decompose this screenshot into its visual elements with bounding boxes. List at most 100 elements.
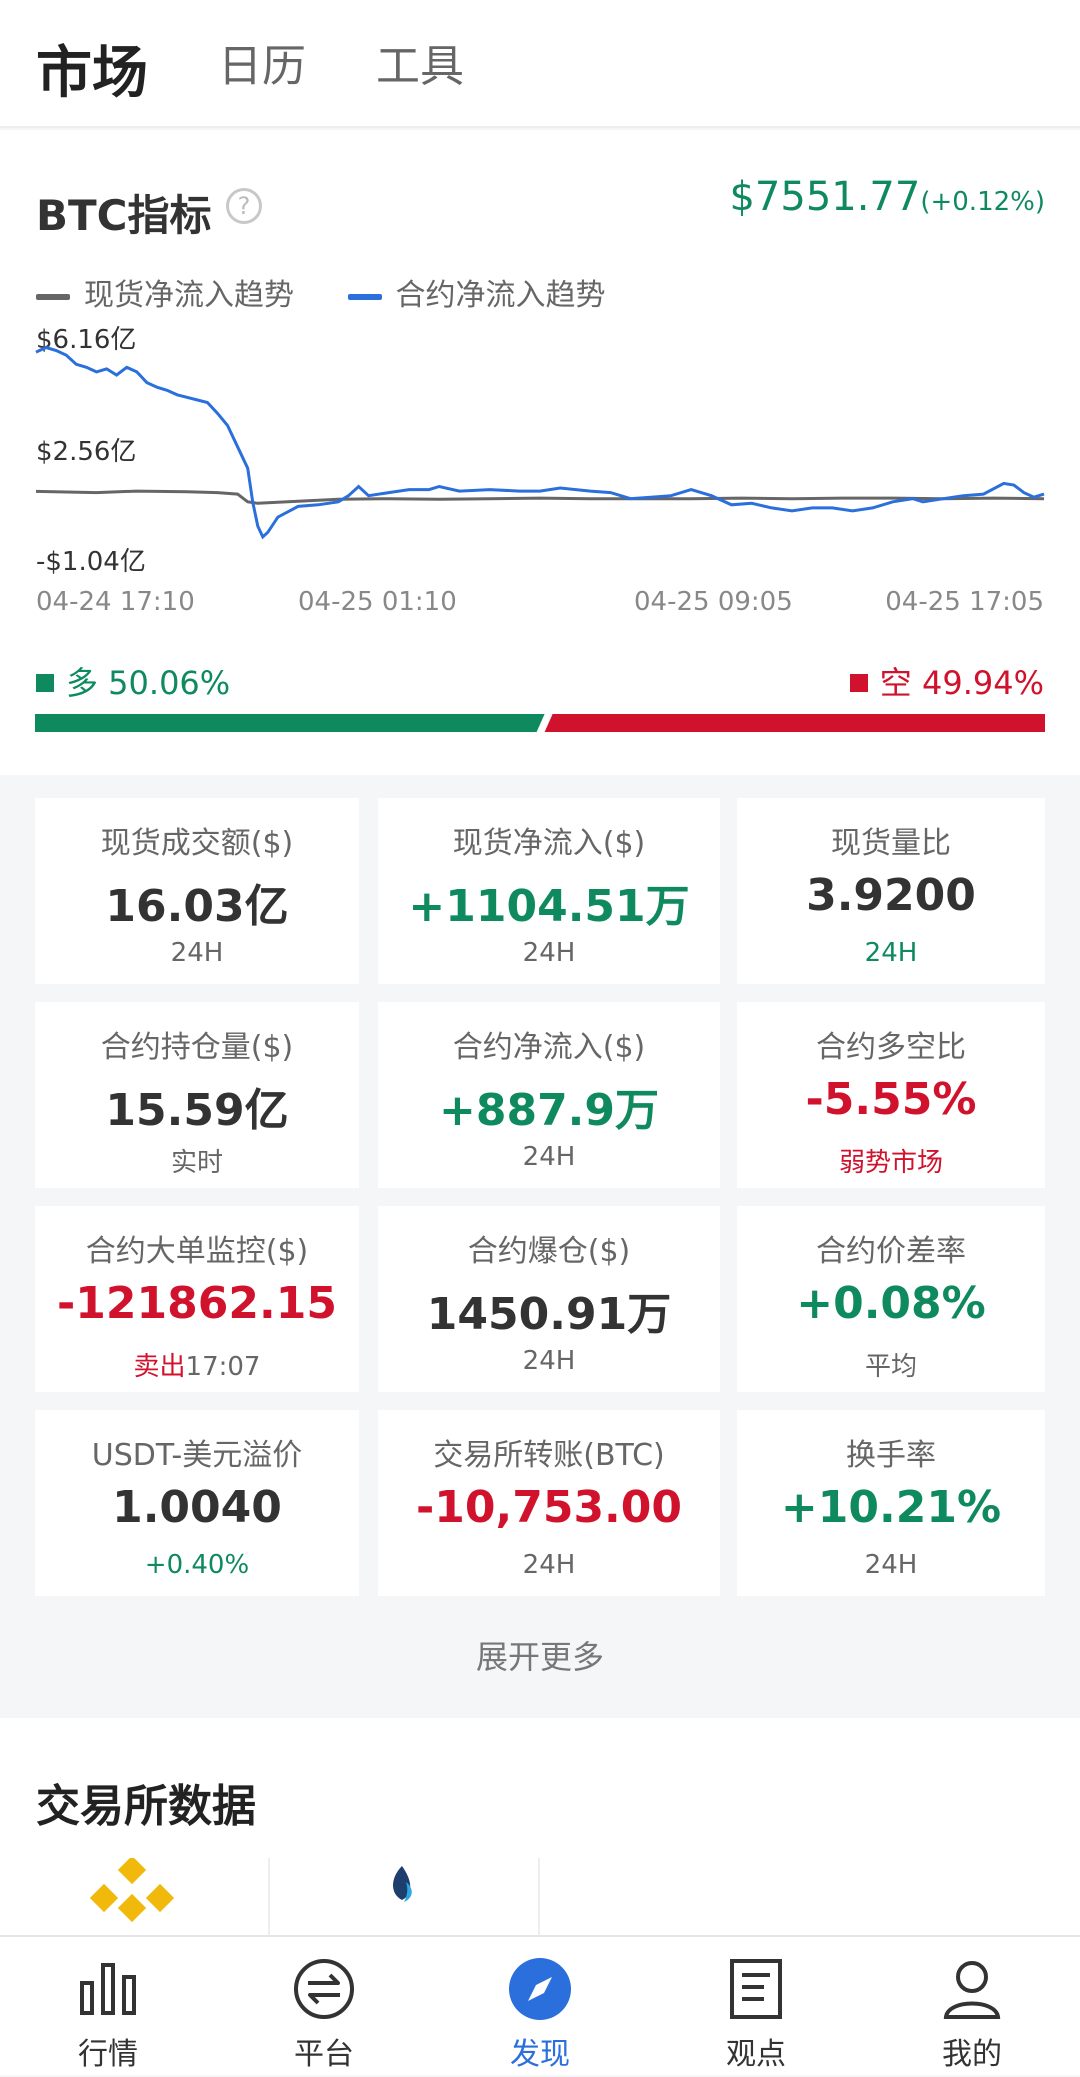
metric-value: 3.9200 — [806, 870, 976, 921]
tab-tools[interactable]: 工具 — [376, 41, 464, 92]
metric-card[interactable]: 合约大单监控($) -121862.15 卖出17:07 — [35, 1206, 359, 1392]
metric-sub: 实时 — [170, 1148, 223, 1178]
metric-card[interactable]: 合约净流入($) +887.9万 24H — [378, 1002, 720, 1188]
y-tick-label: -$1.04亿 — [36, 547, 146, 577]
metric-label: 现货净流入($) — [452, 826, 646, 861]
long-square-icon — [36, 674, 54, 692]
user-icon — [943, 1961, 1001, 2019]
short-ratio-text: 空 49.94% — [879, 664, 1044, 702]
metric-sub: 24H — [170, 938, 224, 968]
legend-item-spot[interactable]: 现货净流入趋势 — [36, 270, 294, 314]
nav-label: 观点 — [726, 2037, 786, 2072]
nav-item-discover[interactable]: 发现 — [432, 1937, 648, 2077]
expand-more-button[interactable]: 展开更多 — [475, 1638, 604, 1676]
metric-label: 合约多空比 — [816, 1030, 966, 1065]
metric-card[interactable]: 换手率 +10.21% 24H — [737, 1410, 1045, 1596]
metric-label: 合约大单监控($) — [85, 1234, 309, 1269]
btc-price-value: $7551.77 — [729, 174, 921, 220]
short-ratio-fill — [544, 714, 1045, 732]
metric-value: -121862.15 — [57, 1278, 337, 1329]
metric-card[interactable]: 现货成交额($) 16.03亿 24H — [35, 798, 359, 984]
metric-time: 17:07 — [185, 1352, 261, 1382]
metric-value: +10.21% — [780, 1482, 1002, 1533]
btc-indicator-title: BTC指标 — [36, 191, 212, 240]
metric-value: 1.0040 — [112, 1482, 282, 1533]
metric-card[interactable]: 合约爆仓($) 1450.91万 24H — [378, 1206, 720, 1392]
compass-icon — [509, 1958, 571, 2020]
metric-label: USDT-美元溢价 — [91, 1438, 303, 1473]
btc-indicator-panel: BTC指标 ? $7551.77(+0.12%) 现货净流入趋势 合约净流入趋势… — [0, 130, 1080, 775]
bottom-navigation: 行情 平台 发现 观点 我的 — [0, 1935, 1080, 2075]
exchange-arrows-icon — [294, 1959, 354, 2019]
document-icon — [730, 1959, 782, 2019]
metric-label: 合约爆仓($) — [467, 1234, 631, 1269]
metric-card[interactable]: 现货净流入($) +1104.51万 24H — [378, 798, 720, 984]
metric-value: +1104.51万 — [408, 881, 690, 932]
x-tick-label: 04-25 01:10 — [298, 587, 457, 617]
metric-label: 合约持仓量($) — [100, 1030, 294, 1065]
legend-label-contract: 合约净流入趋势 — [395, 278, 606, 313]
metric-sub: 24H — [864, 938, 918, 968]
nav-label: 平台 — [294, 2037, 354, 2072]
metric-card[interactable]: 合约多空比 -5.55% 弱势市场 — [737, 1002, 1045, 1188]
metric-sub: 24H — [864, 1550, 918, 1580]
legend-swatch-spot — [36, 293, 70, 300]
metric-value: -10,753.00 — [416, 1482, 682, 1533]
metric-card[interactable]: 合约持仓量($) 15.59亿 实时 — [35, 1002, 359, 1188]
x-tick-label: 04-24 17:10 — [36, 587, 195, 617]
metric-sub: +0.40% — [144, 1550, 250, 1580]
metric-card[interactable]: USDT-美元溢价 1.0040 +0.40% — [35, 1410, 359, 1596]
tab-market[interactable]: 市场 — [36, 41, 148, 106]
metric-label: 交易所转账(BTC) — [433, 1438, 665, 1473]
nav-item-market[interactable]: 行情 — [0, 1937, 216, 2077]
long-ratio-fill — [35, 714, 545, 732]
metric-value: 15.59亿 — [105, 1085, 289, 1136]
legend-item-contract[interactable]: 合约净流入趋势 — [347, 270, 606, 314]
nav-item-me[interactable]: 我的 — [864, 1937, 1080, 2077]
long-label: 多 50.06% — [36, 658, 230, 704]
nav-label: 发现 — [510, 2037, 570, 2072]
exchange-data-section: 交易所数据 — [0, 1718, 1080, 1938]
metric-sub: 平均 — [864, 1352, 917, 1382]
metric-value: -5.55% — [805, 1074, 977, 1125]
long-ratio-text: 多 50.06% — [66, 664, 231, 702]
metric-sub: 24H — [522, 1550, 576, 1580]
metric-sub: 24H — [522, 938, 576, 968]
top-tab-bar: 市场 日历 工具 — [0, 0, 1080, 128]
net-flow-chart[interactable]: $6.16亿 $2.56亿 -$1.04亿 04-24 17:10 04-25 … — [0, 320, 1080, 620]
sell-label: 卖出 — [133, 1352, 186, 1382]
nav-label: 我的 — [942, 2037, 1002, 2072]
bar-chart-icon — [80, 1963, 136, 2015]
nav-item-opinion[interactable]: 观点 — [648, 1937, 864, 2077]
huobi-logo[interactable] — [290, 1858, 520, 1938]
metric-label: 现货量比 — [831, 826, 951, 861]
nav-label: 行情 — [78, 2037, 138, 2072]
metric-label: 合约净流入($) — [452, 1030, 646, 1065]
metric-value: +0.08% — [796, 1278, 986, 1329]
chart-legend: 现货净流入趋势 合约净流入趋势 — [36, 270, 650, 314]
metric-card[interactable]: 交易所转账(BTC) -10,753.00 24H — [378, 1410, 720, 1596]
logo-divider — [268, 1858, 270, 1938]
metric-card[interactable]: 现货量比 3.9200 24H — [737, 798, 1045, 984]
legend-swatch-contract — [347, 293, 382, 300]
nav-item-platform[interactable]: 平台 — [216, 1937, 432, 2077]
legend-label-spot: 现货净流入趋势 — [84, 278, 294, 313]
exchange-data-title: 交易所数据 — [36, 1781, 256, 1832]
tab-calendar[interactable]: 日历 — [218, 41, 306, 92]
metric-value: +887.9万 — [438, 1085, 660, 1136]
metric-label: 换手率 — [846, 1438, 936, 1473]
metric-value: 16.03亿 — [105, 881, 289, 932]
short-label: 空 49.94% — [849, 658, 1044, 704]
metric-value: 1450.91万 — [426, 1289, 672, 1340]
metric-card[interactable]: 合约价差率 +0.08% 平均 — [737, 1206, 1045, 1392]
binance-logo[interactable] — [36, 1855, 266, 1938]
x-tick-label: 04-25 09:05 — [634, 587, 793, 617]
long-short-ratio-bar — [35, 714, 1045, 732]
logo-divider — [538, 1858, 540, 1938]
btc-price-change: (+0.12%) — [920, 187, 1045, 217]
series-line-spot — [35, 489, 1045, 505]
metric-label: 合约价差率 — [816, 1234, 966, 1269]
series-line-contract — [35, 345, 1045, 540]
short-square-icon — [849, 674, 868, 692]
question-circle-icon[interactable]: ? — [226, 188, 262, 224]
